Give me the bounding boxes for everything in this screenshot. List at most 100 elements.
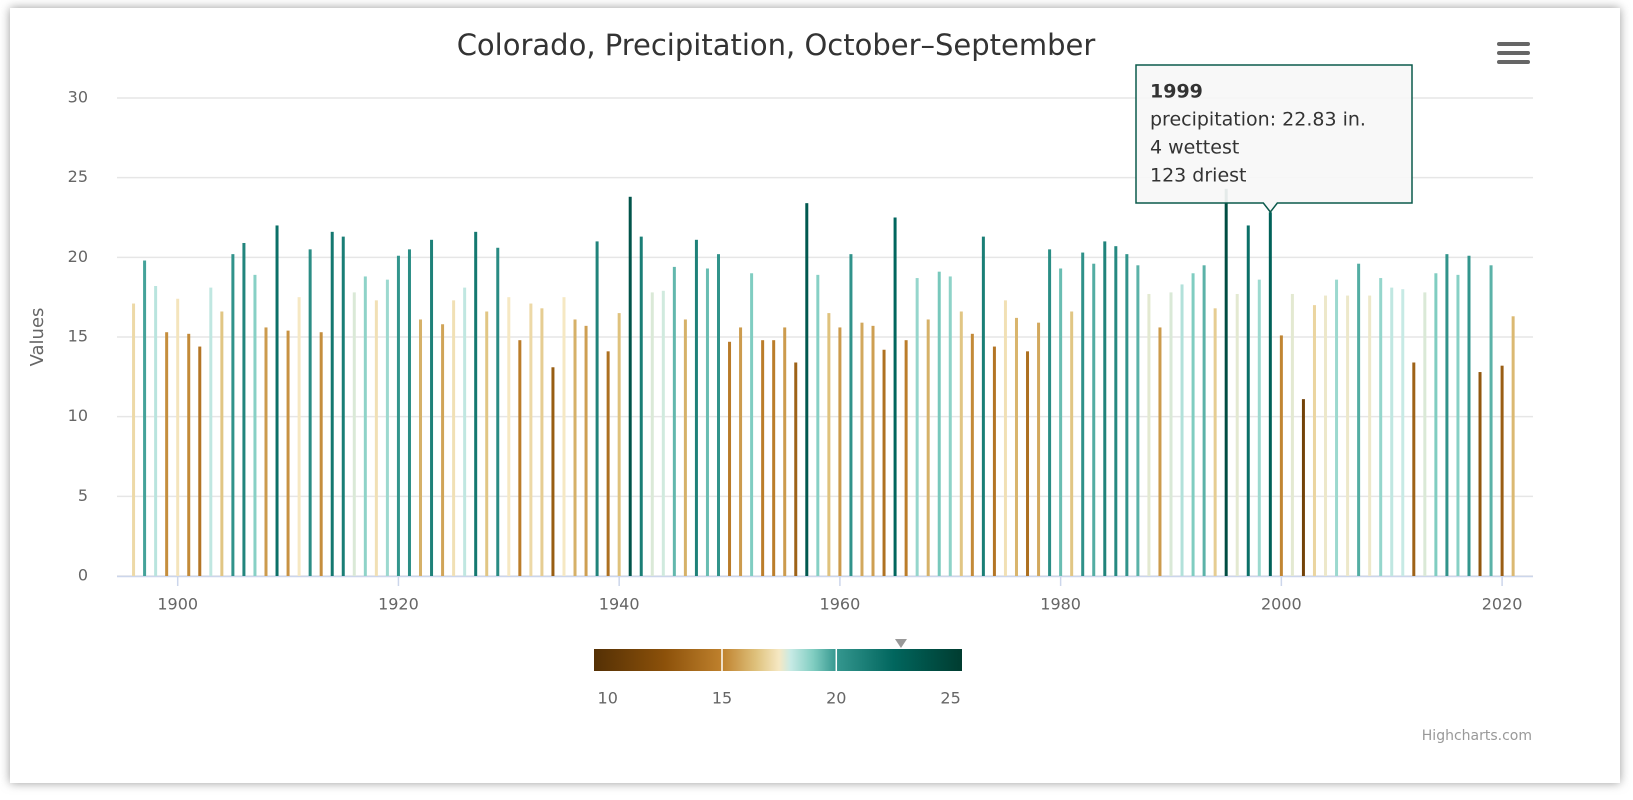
bar (1335, 279, 1339, 576)
menu-line (1497, 42, 1530, 46)
bar (1136, 265, 1140, 576)
bar (1026, 351, 1030, 576)
x-tick-label: 1940 (599, 595, 640, 614)
bar (1401, 289, 1405, 576)
bar (1081, 252, 1085, 576)
bar (1059, 268, 1063, 576)
bar (1224, 188, 1228, 576)
bar (750, 273, 754, 576)
tooltip-line: 123 driest (1150, 165, 1247, 187)
bar (308, 249, 312, 576)
bar (430, 239, 434, 576)
y-tick-label: 0 (78, 566, 88, 585)
bar (849, 254, 853, 576)
bar (595, 241, 599, 576)
bar (926, 319, 930, 576)
color-axis-label: 15 (712, 689, 732, 708)
bar (352, 292, 356, 576)
bar (264, 327, 268, 576)
bar (1379, 278, 1383, 576)
menu-button[interactable] (1497, 42, 1530, 64)
bar (761, 340, 765, 576)
bar (1312, 305, 1316, 576)
bar (1368, 295, 1372, 576)
bar (970, 333, 974, 576)
bar (1412, 362, 1416, 576)
bar (198, 346, 202, 576)
bar (385, 279, 389, 576)
bar (816, 274, 820, 576)
color-axis-label: 10 (598, 689, 618, 708)
bar (1456, 274, 1460, 576)
bar (617, 313, 621, 576)
bar (1434, 273, 1438, 576)
bar (728, 341, 732, 576)
bar (805, 203, 809, 576)
chart-title: Colorado, Precipitation, October–Septemb… (457, 28, 1096, 62)
color-axis-marker (894, 639, 907, 648)
bar (1125, 254, 1129, 576)
bar (452, 300, 456, 576)
bar (584, 325, 588, 576)
bar (683, 319, 687, 576)
bar (209, 287, 213, 576)
x-tick-label: 1980 (1040, 595, 1081, 614)
bar (1158, 327, 1162, 576)
color-axis-label: 20 (826, 689, 846, 708)
tooltip-line: precipitation: 22.83 in. (1150, 109, 1366, 131)
x-tick-label: 1900 (157, 595, 198, 614)
bar (915, 278, 919, 576)
bar (297, 297, 301, 576)
bar (1445, 254, 1449, 576)
y-tick-label: 30 (68, 88, 88, 107)
bar (1511, 316, 1515, 576)
bar (860, 322, 864, 576)
bar (1279, 335, 1283, 576)
bar (981, 236, 985, 576)
bar (1191, 273, 1195, 576)
bar (407, 249, 411, 576)
bar (220, 311, 224, 576)
bar (463, 287, 467, 576)
bar (606, 351, 610, 576)
bar (1423, 292, 1427, 576)
bar (694, 239, 698, 576)
x-tick-label: 1920 (378, 595, 419, 614)
y-tick-label: 25 (68, 167, 88, 186)
bar (871, 325, 875, 576)
bar (165, 332, 169, 576)
bar (1467, 255, 1471, 577)
bar (661, 290, 665, 576)
bar (154, 286, 158, 576)
bar (573, 319, 577, 576)
tooltip-line: 4 wettest (1150, 137, 1239, 159)
bar (1257, 279, 1261, 576)
bar (562, 297, 566, 576)
bar (341, 236, 345, 576)
bar (948, 276, 952, 576)
bar (1500, 365, 1504, 576)
bar (1301, 399, 1305, 576)
bar (143, 260, 147, 576)
bar (1235, 293, 1239, 576)
bar (1478, 372, 1482, 576)
bar (518, 340, 522, 576)
menu-line (1497, 60, 1530, 64)
y-tick-label: 10 (68, 406, 88, 425)
bar (672, 266, 676, 576)
y-tick-label: 15 (68, 327, 88, 346)
bar (441, 324, 445, 576)
bar (507, 297, 511, 576)
bar (650, 292, 654, 576)
x-tick-label: 2020 (1482, 595, 1523, 614)
bar (275, 225, 279, 576)
bar (893, 217, 897, 576)
bar (231, 254, 235, 576)
x-tick-label: 2000 (1261, 595, 1302, 614)
bar (1180, 284, 1184, 576)
bar (1092, 263, 1096, 576)
bar (551, 367, 555, 576)
bar (1489, 265, 1493, 576)
